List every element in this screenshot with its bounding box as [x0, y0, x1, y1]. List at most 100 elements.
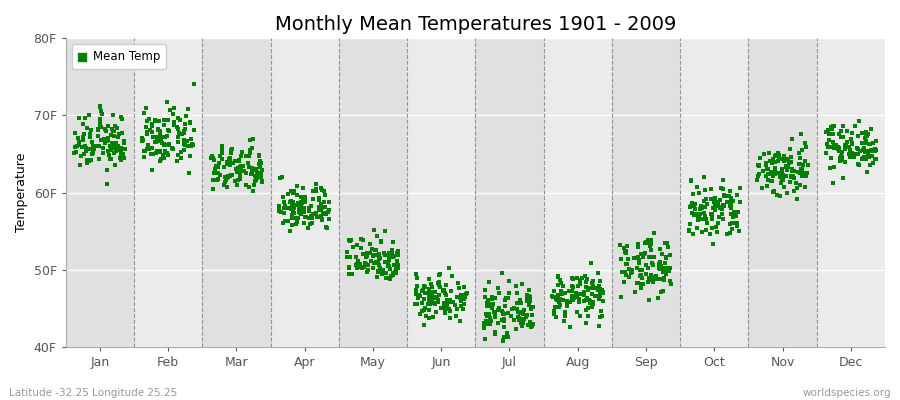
Point: [76, 137, 90, 144]
Point: [596, 290, 610, 296]
Point: [74, 152, 88, 159]
Point: [520, 295, 535, 301]
Point: [685, 231, 699, 237]
Point: [294, 206, 309, 212]
Point: [850, 133, 865, 140]
Point: [698, 227, 713, 233]
Point: [155, 140, 169, 147]
Point: [477, 325, 491, 332]
Point: [757, 150, 771, 157]
Point: [69, 142, 84, 149]
Point: [852, 148, 867, 154]
Point: [304, 203, 319, 210]
Point: [226, 160, 240, 166]
Point: [698, 187, 712, 194]
Point: [104, 131, 119, 138]
Point: [855, 140, 869, 146]
Point: [284, 206, 299, 213]
Bar: [202, 38, 271, 347]
Point: [458, 294, 473, 300]
Point: [422, 286, 436, 292]
Point: [285, 202, 300, 209]
Point: [252, 158, 266, 164]
Point: [419, 312, 434, 319]
Point: [766, 159, 780, 165]
Point: [305, 220, 320, 226]
Point: [302, 205, 316, 211]
Point: [551, 292, 565, 298]
Point: [730, 220, 744, 227]
Point: [148, 138, 163, 145]
Point: [500, 310, 515, 316]
Point: [310, 214, 324, 220]
Point: [454, 303, 468, 309]
Point: [554, 277, 568, 283]
Point: [220, 159, 234, 165]
Point: [733, 198, 747, 205]
Point: [480, 302, 494, 308]
Point: [860, 133, 874, 140]
Point: [731, 209, 745, 215]
Point: [794, 131, 808, 138]
Point: [175, 130, 189, 137]
Point: [440, 300, 454, 306]
Point: [360, 253, 374, 259]
Point: [482, 320, 496, 326]
Point: [350, 259, 365, 265]
Point: [152, 135, 166, 141]
Point: [214, 150, 229, 156]
Point: [165, 145, 179, 152]
Point: [687, 211, 701, 218]
Point: [826, 145, 841, 151]
Point: [301, 224, 315, 231]
Point: [374, 264, 388, 271]
Point: [384, 252, 399, 258]
Point: [558, 313, 572, 319]
Point: [104, 156, 118, 162]
Point: [545, 294, 560, 300]
Point: [368, 247, 382, 253]
Point: [765, 159, 779, 166]
Point: [642, 254, 656, 260]
Point: [710, 202, 724, 209]
Point: [505, 306, 519, 312]
Point: [521, 302, 535, 309]
Point: [418, 284, 433, 290]
Point: [631, 254, 645, 261]
Point: [499, 296, 513, 303]
Point: [655, 264, 670, 271]
Point: [662, 268, 677, 274]
Point: [73, 162, 87, 168]
Point: [460, 290, 474, 296]
Point: [700, 220, 715, 226]
Point: [548, 296, 562, 302]
Point: [727, 213, 742, 220]
Point: [142, 116, 157, 122]
Point: [379, 270, 393, 276]
Point: [413, 293, 428, 299]
Point: [351, 258, 365, 264]
Legend: Mean Temp: Mean Temp: [72, 44, 166, 69]
Point: [631, 241, 645, 247]
Point: [207, 157, 221, 164]
Point: [297, 209, 311, 216]
Point: [111, 143, 125, 150]
Point: [104, 140, 119, 146]
Point: [716, 186, 731, 192]
Point: [167, 105, 182, 112]
Point: [713, 197, 727, 203]
Point: [457, 293, 472, 300]
Point: [785, 136, 799, 142]
Text: worldspecies.org: worldspecies.org: [803, 388, 891, 398]
Point: [478, 286, 492, 293]
Point: [365, 264, 380, 271]
Point: [438, 302, 453, 308]
Point: [553, 296, 567, 302]
Point: [795, 166, 809, 172]
Point: [249, 174, 264, 181]
Point: [163, 106, 177, 113]
Point: [358, 254, 373, 260]
Point: [86, 146, 101, 152]
Point: [776, 176, 790, 183]
Point: [166, 111, 181, 118]
